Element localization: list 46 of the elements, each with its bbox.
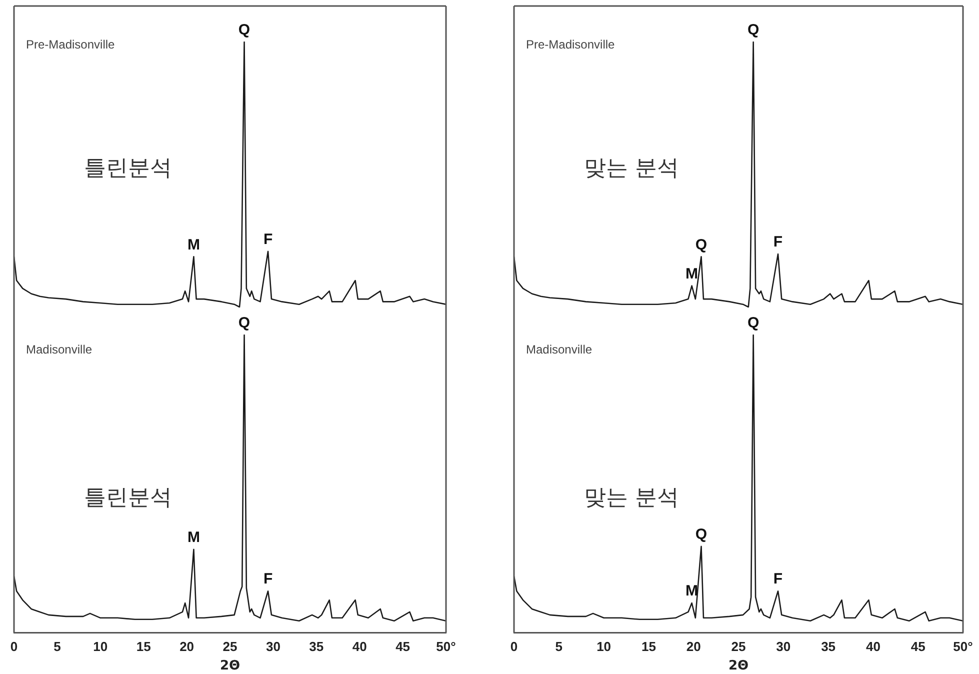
x-axis-title: 2Θ	[728, 658, 749, 674]
annotation: M	[686, 265, 698, 282]
x-tick-label: 20	[180, 639, 194, 654]
annotation: Q	[238, 22, 250, 39]
x-tick-label: 20	[686, 639, 701, 654]
annotation: F	[263, 570, 273, 588]
annotation: 틀린분석	[84, 156, 172, 181]
x-tick-label: 0	[510, 639, 518, 654]
text: Madisonville	[526, 342, 592, 356]
annotation: Q	[747, 22, 760, 39]
annotation: M	[187, 529, 200, 546]
x-tick-label: 40	[866, 639, 880, 654]
x-tick-label: 5	[54, 639, 61, 654]
annotation: F	[263, 230, 273, 248]
x-tick-label: 30	[776, 639, 791, 654]
x-tick-label: 10	[596, 639, 612, 654]
annotation: 맞는 분석	[584, 486, 679, 511]
x-tick-label: 45	[910, 639, 926, 654]
annotation: Q	[238, 314, 250, 332]
x-tick-label: 25	[731, 639, 746, 654]
annotation: M	[686, 582, 698, 600]
x-tick-label: 50°	[436, 639, 456, 654]
text: Pre-Madisonville	[26, 37, 116, 52]
x-tick-label: 45	[396, 639, 410, 654]
annotation: Q	[695, 526, 708, 544]
annotation: 맞는 분석	[584, 156, 679, 181]
x-tick-label: 15	[136, 639, 151, 654]
x-axis-title: 2Θ	[220, 658, 240, 674]
x-tick-label: 40	[352, 639, 367, 654]
x-tick-label: 35	[309, 639, 324, 654]
annotation: F	[773, 234, 783, 251]
x-tick-label: 35	[821, 639, 836, 654]
annotation: Q	[747, 314, 760, 332]
annotation: M	[187, 236, 200, 254]
annotation: Q	[695, 236, 708, 254]
text: Pre-Madisonville	[526, 37, 616, 52]
x-tick-label: 30	[266, 639, 280, 654]
x-tick-label: 50°	[953, 639, 973, 654]
annotation: 틀린분석	[84, 486, 172, 511]
text: Madisonville	[26, 342, 92, 356]
x-tick-label: 25	[222, 639, 238, 654]
x-tick-label: 10	[93, 639, 108, 654]
x-tick-label: 5	[555, 639, 563, 654]
annotation: F	[773, 570, 783, 588]
x-tick-label: 0	[10, 639, 18, 654]
x-tick-label: 15	[641, 639, 656, 654]
